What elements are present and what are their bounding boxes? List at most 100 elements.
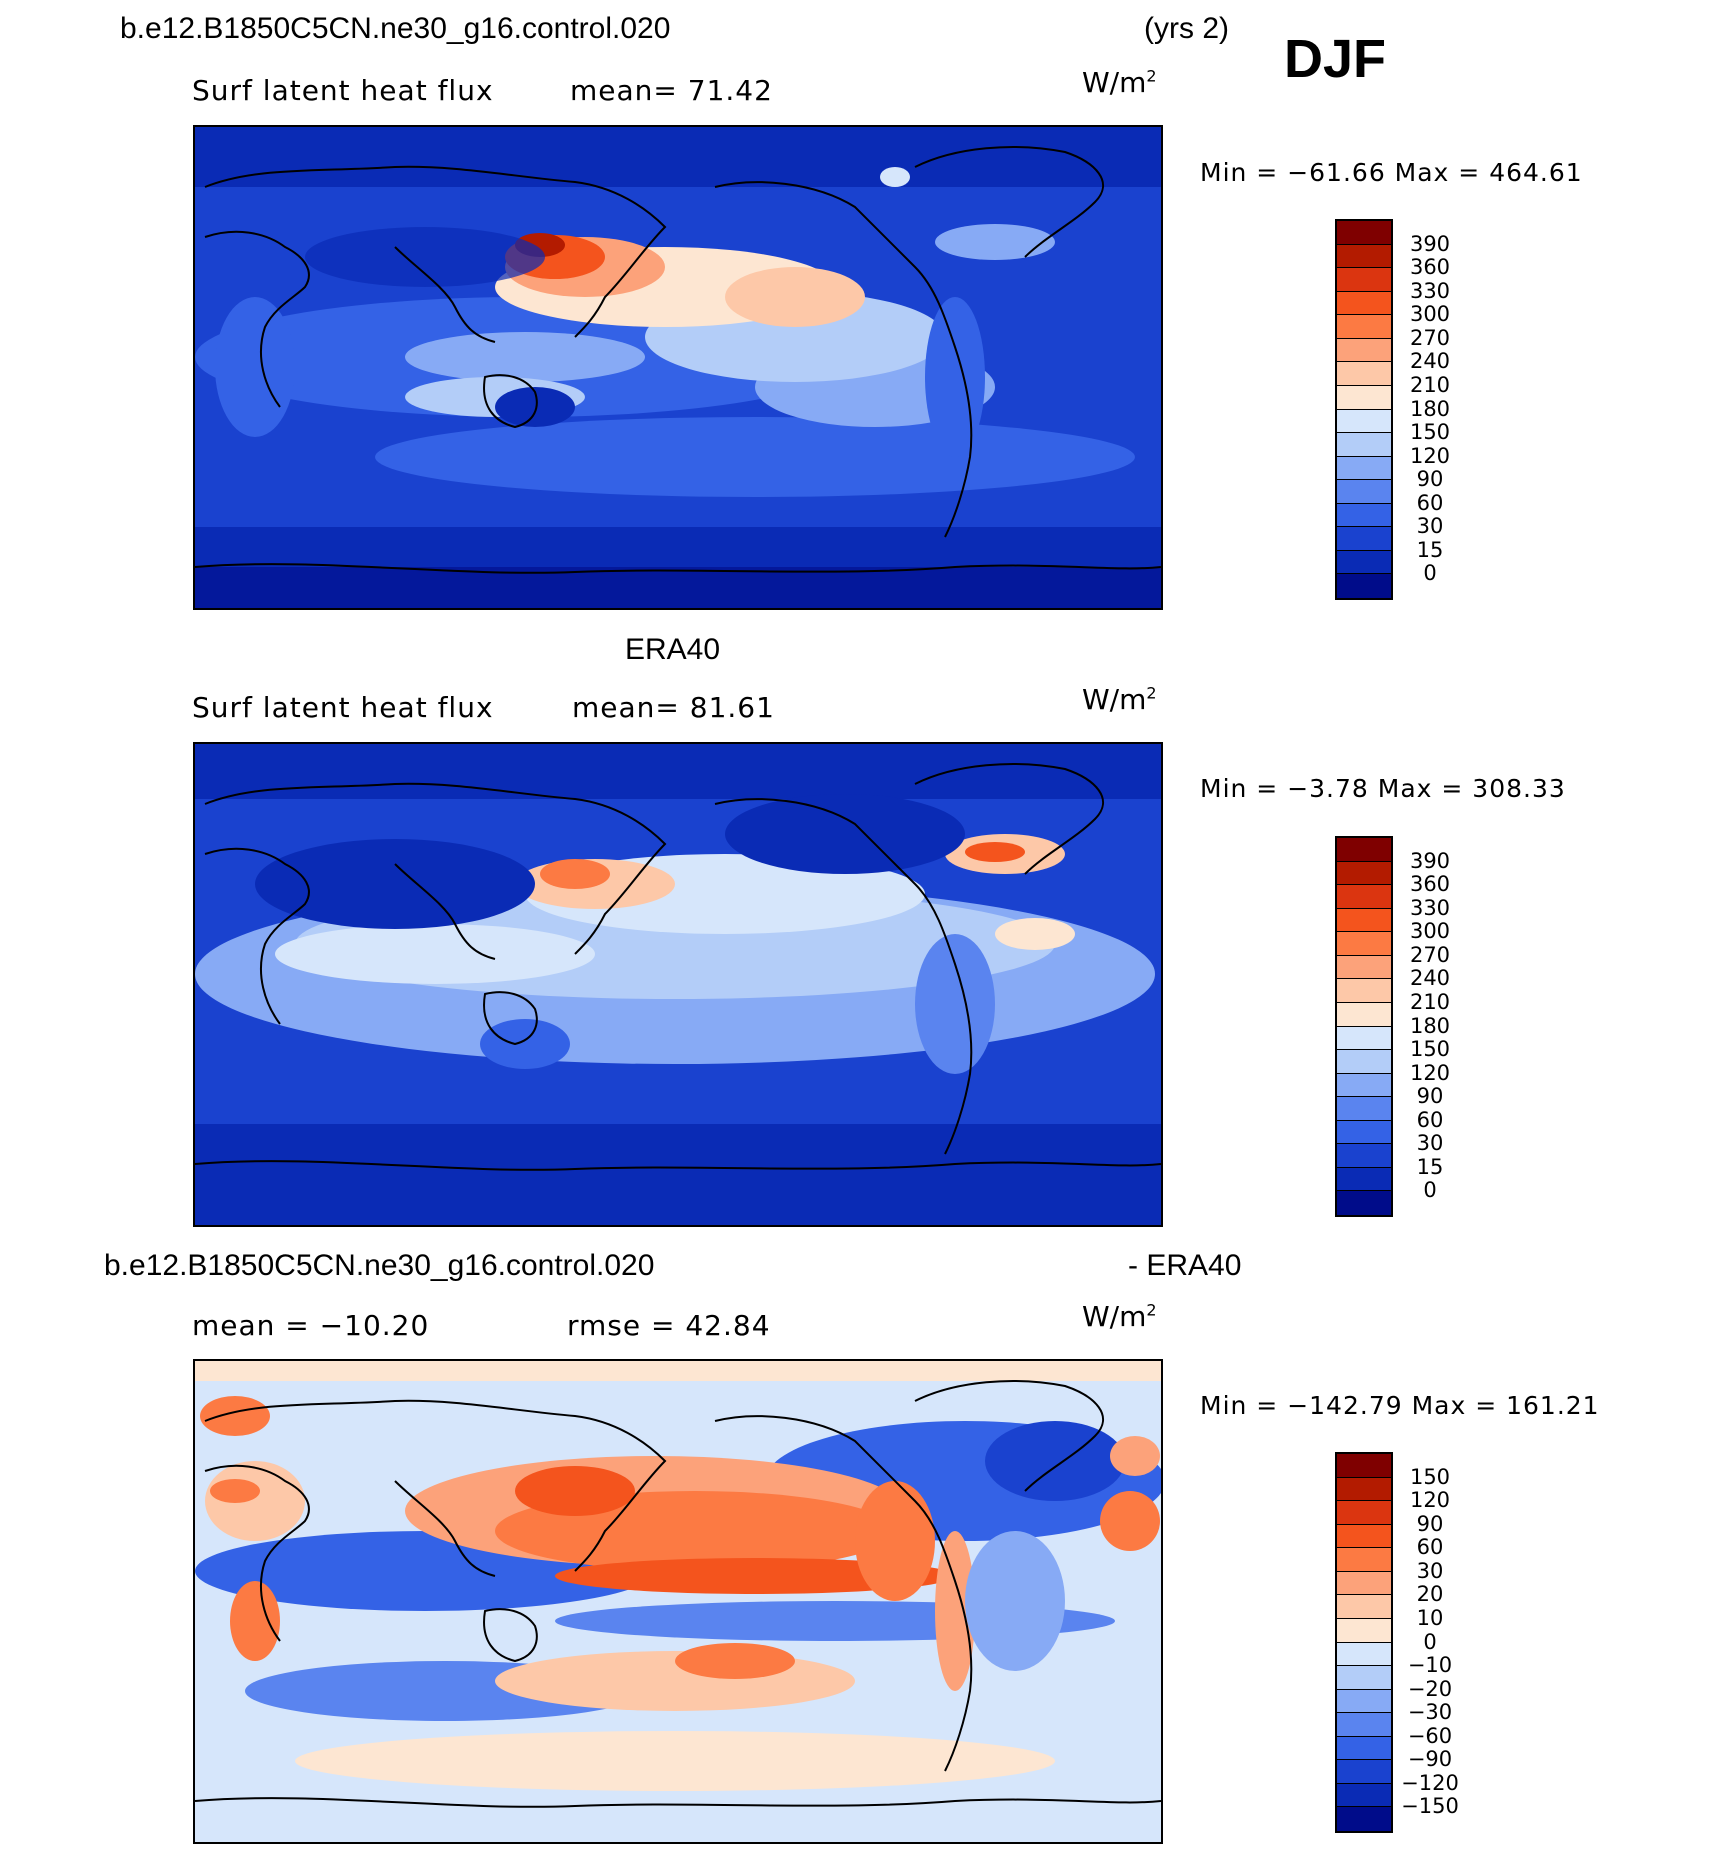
panel2-colorbar bbox=[1335, 836, 1393, 1217]
colorbar-swatch bbox=[1337, 932, 1391, 956]
colorbar-swatch bbox=[1337, 362, 1391, 386]
colorbar-swatch bbox=[1337, 838, 1391, 862]
colorbar-swatch bbox=[1337, 527, 1391, 551]
panel2-variable: Surf latent heat flux bbox=[192, 691, 494, 724]
colorbar-swatch bbox=[1337, 1642, 1391, 1667]
colorbar-swatch bbox=[1337, 433, 1391, 457]
colorbar-swatch bbox=[1337, 1026, 1391, 1051]
colorbar-label: 0 bbox=[1423, 561, 1437, 586]
colorbar-swatch bbox=[1337, 1689, 1391, 1714]
season-label: DJF bbox=[1284, 29, 1387, 89]
colorbar-label: 270 bbox=[1409, 942, 1451, 967]
panel1-mean: mean= 71.42 bbox=[570, 74, 773, 107]
colorbar-swatch bbox=[1337, 1595, 1391, 1619]
colorbar-swatch bbox=[1337, 1713, 1391, 1737]
colorbar-label: −60 bbox=[1407, 1723, 1453, 1748]
colorbar-swatch bbox=[1337, 315, 1391, 339]
colorbar-swatch bbox=[1337, 268, 1391, 292]
colorbar-swatch bbox=[1337, 244, 1391, 269]
colorbar-swatch bbox=[1337, 503, 1391, 528]
colorbar-swatch bbox=[1337, 979, 1391, 1003]
colorbar-swatch bbox=[1337, 1002, 1391, 1027]
colorbar-label: 150 bbox=[1409, 420, 1451, 445]
colorbar-swatch bbox=[1337, 291, 1391, 316]
colorbar-label: −120 bbox=[1401, 1770, 1459, 1795]
colorbar-label: 330 bbox=[1409, 278, 1451, 303]
colorbar-label: 20 bbox=[1416, 1582, 1444, 1607]
colorbar-swatch bbox=[1337, 1783, 1391, 1808]
panel1-units: W/m2 bbox=[1082, 66, 1157, 99]
colorbar-label: 360 bbox=[1409, 872, 1451, 897]
colorbar-label: 0 bbox=[1423, 1629, 1437, 1654]
panel3-map bbox=[193, 1359, 1163, 1844]
colorbar-label: 360 bbox=[1409, 255, 1451, 280]
panel3-title-right: - ERA40 bbox=[1128, 1249, 1242, 1282]
colorbar-swatch bbox=[1337, 550, 1391, 575]
panel3-mean: mean = −10.20 bbox=[192, 1309, 430, 1342]
colorbar-swatch bbox=[1337, 1736, 1391, 1761]
colorbar-label: 30 bbox=[1416, 1558, 1444, 1583]
colorbar-label: 180 bbox=[1409, 1013, 1451, 1038]
colorbar-swatch bbox=[1337, 480, 1391, 504]
colorbar-swatch bbox=[1337, 456, 1391, 481]
colorbar-swatch bbox=[1337, 885, 1391, 909]
colorbar-swatch bbox=[1337, 1666, 1391, 1690]
colorbar-swatch bbox=[1337, 385, 1391, 410]
colorbar-swatch bbox=[1337, 1167, 1391, 1192]
panel3-title-left: b.e12.B1850C5CN.ne30_g16.control.020 bbox=[104, 1249, 655, 1282]
years-label: (yrs 2) bbox=[1144, 12, 1229, 45]
colorbar-label: 300 bbox=[1409, 919, 1451, 944]
colorbar-label: 60 bbox=[1416, 490, 1444, 515]
case-title: b.e12.B1850C5CN.ne30_g16.control.020 bbox=[120, 12, 671, 45]
colorbar-label: 210 bbox=[1409, 372, 1451, 397]
colorbar-swatch bbox=[1337, 574, 1391, 598]
colorbar-swatch bbox=[1337, 1097, 1391, 1121]
colorbar-swatch bbox=[1337, 861, 1391, 886]
colorbar-swatch bbox=[1337, 1571, 1391, 1596]
colorbar-swatch bbox=[1337, 1144, 1391, 1168]
colorbar-label: −20 bbox=[1407, 1676, 1453, 1701]
colorbar-swatch bbox=[1337, 1524, 1391, 1549]
colorbar-label: 240 bbox=[1409, 349, 1451, 374]
colorbar-label: 90 bbox=[1416, 1084, 1444, 1109]
colorbar-label: 90 bbox=[1416, 1511, 1444, 1536]
panel2-title: ERA40 bbox=[625, 633, 721, 666]
colorbar-swatch bbox=[1337, 1501, 1391, 1525]
colorbar-label: 210 bbox=[1409, 989, 1451, 1014]
panel3-colorbar bbox=[1335, 1452, 1393, 1833]
colorbar-label: −90 bbox=[1407, 1747, 1453, 1772]
colorbar-label: 300 bbox=[1409, 302, 1451, 327]
colorbar-label: 10 bbox=[1416, 1605, 1444, 1630]
colorbar-label: 240 bbox=[1409, 966, 1451, 991]
colorbar-label: 390 bbox=[1409, 848, 1451, 873]
colorbar-label: 120 bbox=[1409, 1060, 1451, 1085]
colorbar-swatch bbox=[1337, 1618, 1391, 1643]
colorbar-swatch bbox=[1337, 1477, 1391, 1502]
panel2-minmax: Min = −3.78 Max = 308.33 bbox=[1200, 774, 1566, 803]
colorbar-label: 90 bbox=[1416, 467, 1444, 492]
panel2-mean: mean= 81.61 bbox=[572, 691, 775, 724]
colorbar-swatch bbox=[1337, 1120, 1391, 1145]
colorbar-swatch bbox=[1337, 1548, 1391, 1572]
panel2-units: W/m2 bbox=[1082, 683, 1157, 716]
colorbar-swatch bbox=[1337, 1073, 1391, 1098]
colorbar-swatch bbox=[1337, 409, 1391, 434]
colorbar-swatch bbox=[1337, 1454, 1391, 1478]
panel1-variable: Surf latent heat flux bbox=[192, 74, 494, 107]
panel3-units: W/m2 bbox=[1082, 1300, 1157, 1333]
colorbar-label: 0 bbox=[1423, 1178, 1437, 1203]
colorbar-swatch bbox=[1337, 1191, 1391, 1215]
panel1-colorbar bbox=[1335, 219, 1393, 600]
colorbar-label: 15 bbox=[1416, 537, 1444, 562]
colorbar-swatch bbox=[1337, 338, 1391, 363]
colorbar-label: 30 bbox=[1416, 1131, 1444, 1156]
colorbar-label: 120 bbox=[1409, 1488, 1451, 1513]
colorbar-swatch bbox=[1337, 1050, 1391, 1074]
colorbar-swatch bbox=[1337, 221, 1391, 245]
colorbar-label: 390 bbox=[1409, 231, 1451, 256]
colorbar-swatch bbox=[1337, 955, 1391, 980]
colorbar-label: 330 bbox=[1409, 895, 1451, 920]
colorbar-label: 60 bbox=[1416, 1535, 1444, 1560]
colorbar-label: 150 bbox=[1409, 1464, 1451, 1489]
colorbar-label: −10 bbox=[1407, 1653, 1453, 1678]
